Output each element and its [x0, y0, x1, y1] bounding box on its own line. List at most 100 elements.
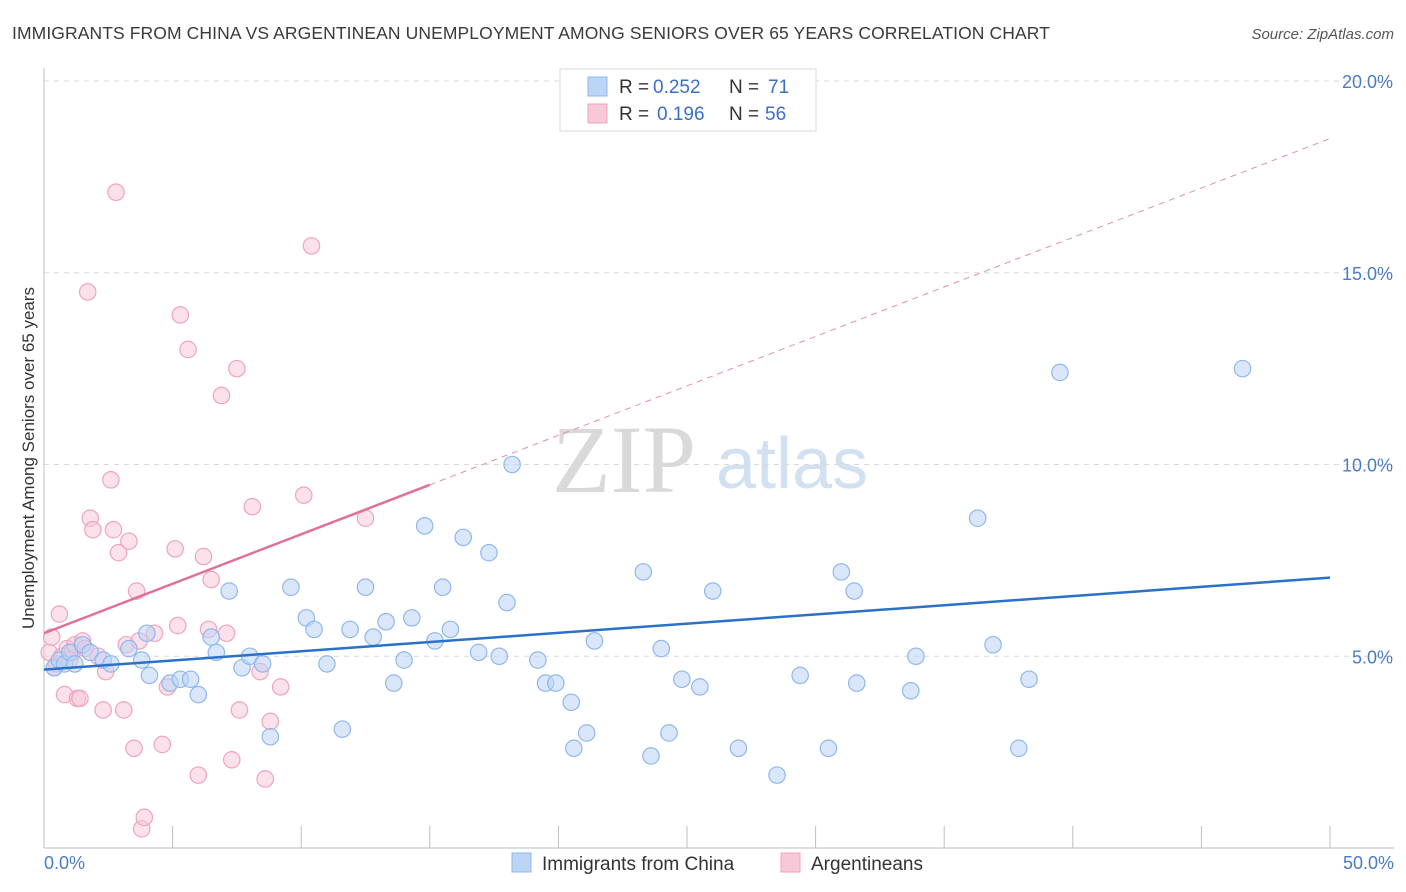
point-china-40	[454, 528, 473, 547]
y-tick-label-2: 15.0%	[1342, 264, 1393, 284]
legend-r-label-china: R =	[619, 77, 649, 98]
legend-r-value-argentineans: 0.196	[657, 104, 705, 125]
bottom-legend-label-argentineans: Argentineans	[811, 854, 923, 875]
point-argentineans-38	[171, 306, 190, 324]
point-china-60	[729, 739, 748, 758]
point-china-48	[547, 674, 565, 692]
trend-line-dashed-1	[429, 138, 1331, 486]
point-argentineans-15	[78, 283, 97, 301]
point-china-56	[660, 724, 678, 742]
point-argentineans-4	[50, 605, 69, 623]
point-argentineans-48	[230, 701, 249, 719]
point-china-44	[498, 593, 516, 612]
point-china-38	[433, 578, 452, 597]
point-china-68	[907, 647, 925, 666]
point-argentineans-25	[114, 701, 133, 719]
legend-n-value-china: 71	[768, 77, 789, 98]
point-china-62	[791, 666, 809, 685]
point-china-33	[384, 674, 403, 692]
point-argentineans-46	[222, 750, 241, 769]
point-argentineans-36	[166, 540, 184, 558]
point-argentineans-28	[125, 739, 143, 758]
point-argentineans-12	[71, 689, 89, 708]
point-china-29	[341, 620, 359, 639]
point-china-42	[480, 543, 498, 562]
point-china-53	[634, 563, 653, 581]
point-argentineans-40	[189, 766, 208, 784]
y-tick-label-0: 5.0%	[1352, 647, 1393, 667]
point-argentineans-52	[261, 712, 280, 731]
point-china-24	[282, 578, 300, 597]
point-argentineans-44	[212, 386, 231, 405]
point-china-55	[652, 639, 671, 658]
x-tick-label-min: 0.0%	[44, 853, 85, 873]
point-china-32	[377, 612, 395, 631]
point-china-34	[395, 651, 413, 669]
point-china-39	[441, 620, 460, 639]
point-argentineans-24	[109, 543, 128, 562]
point-china-27	[318, 655, 336, 673]
point-argentineans-54	[294, 486, 313, 504]
point-china-6	[81, 643, 100, 662]
trend-line-solid-1	[43, 483, 431, 635]
point-china-67	[901, 681, 920, 700]
point-china-69	[968, 509, 987, 527]
point-china-16	[189, 685, 208, 704]
point-china-50	[565, 739, 583, 758]
point-argentineans-34	[153, 735, 172, 754]
point-china-41	[469, 643, 488, 662]
point-argentineans-47	[228, 359, 246, 378]
chart-source: Source: ZipAtlas.com	[1251, 26, 1394, 43]
point-argentineans-51	[256, 770, 274, 788]
point-argentineans-55	[302, 237, 321, 255]
point-china-22	[253, 655, 272, 673]
point-argentineans-53	[271, 678, 290, 696]
point-china-51	[577, 724, 596, 742]
point-china-49	[562, 693, 581, 712]
point-argentineans-37	[168, 616, 187, 635]
point-china-58	[691, 678, 709, 696]
legend-swatch-argentineans	[587, 103, 608, 124]
point-argentineans-21	[102, 471, 120, 489]
point-china-12	[140, 666, 159, 685]
watermark: ZIP atlas	[552, 406, 868, 513]
legend-swatch-china	[587, 76, 608, 97]
bottom-legend-label-china: Immigrants from China	[542, 854, 735, 875]
point-china-15	[181, 670, 200, 689]
point-china-64	[832, 563, 851, 581]
point-china-36	[415, 517, 434, 535]
point-china-71	[1009, 739, 1028, 758]
legend-n-label-argentineans: N =	[729, 104, 759, 125]
point-argentineans-41	[194, 547, 213, 566]
point-china-43	[490, 647, 509, 666]
point-argentineans-17	[84, 520, 102, 539]
point-china-4	[66, 655, 84, 673]
point-china-57	[673, 670, 691, 689]
point-china-70	[984, 635, 1002, 654]
point-china-10	[132, 651, 151, 669]
point-china-66	[847, 674, 866, 692]
point-china-63	[819, 739, 838, 758]
stats-legend: R = 0.252 N = 71 R = 0.196 N = 56	[559, 68, 817, 132]
point-china-61	[768, 766, 786, 784]
legend-n-value-argentineans: 56	[765, 104, 786, 125]
legend-n-label-china: N =	[729, 77, 759, 98]
series-layer	[40, 138, 1331, 838]
point-china-30	[356, 578, 375, 597]
point-china-45	[503, 455, 521, 474]
legend-r-value-china: 0.252	[653, 77, 701, 98]
point-argentineans-43	[202, 570, 220, 589]
y-tick-label-1: 10.0%	[1342, 456, 1393, 476]
bottom-legend-swatch-china	[511, 852, 532, 873]
legend-r-label-argentineans: R =	[619, 104, 649, 125]
point-china-74	[1233, 359, 1252, 378]
point-china-52	[585, 632, 604, 650]
watermark-atlas: atlas	[716, 424, 868, 504]
point-china-65	[845, 582, 863, 600]
series-legend: Immigrants from China Argentineans	[511, 852, 923, 875]
point-argentineans-22	[104, 520, 123, 539]
point-china-26	[305, 620, 323, 639]
point-china-72	[1020, 670, 1038, 689]
series-points-1	[40, 183, 375, 838]
